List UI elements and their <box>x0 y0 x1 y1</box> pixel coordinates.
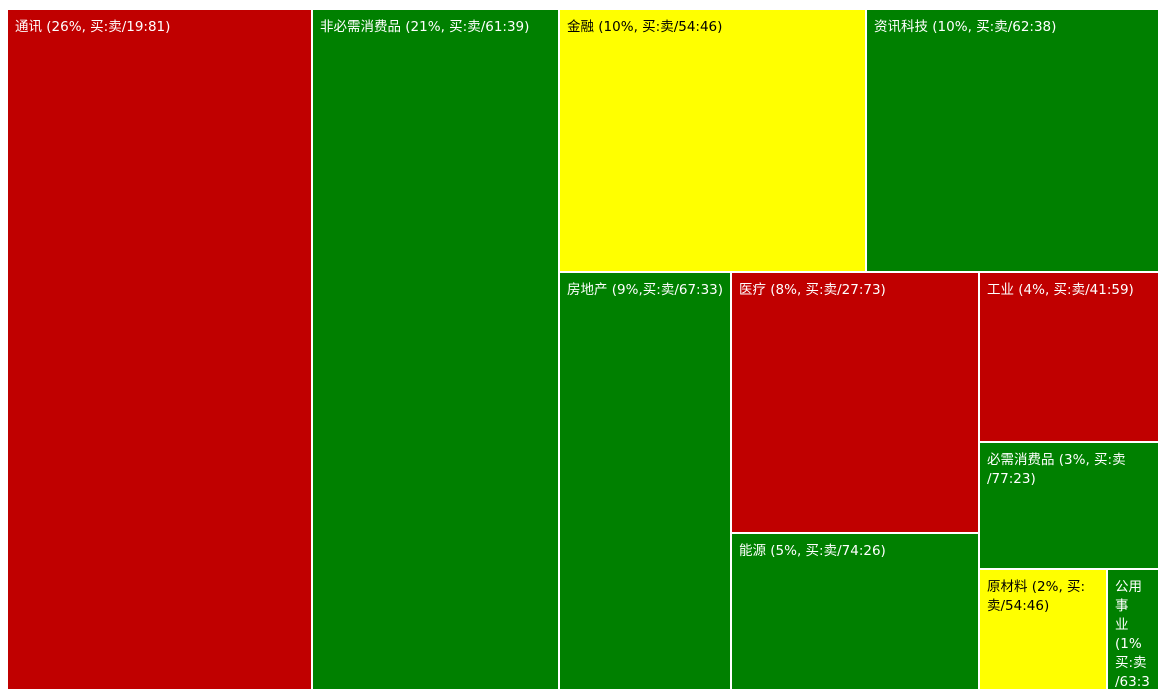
treemap-tile-label: 金融 (10%, 买:卖/54:46) <box>567 19 723 35</box>
treemap-tile-tongxun: 通讯 (26%, 买:卖/19:81) <box>8 10 313 691</box>
treemap-tile-label: 资讯科技 (10%, 买:卖/62:38) <box>874 19 1057 35</box>
treemap-tile-bixu: 必需消费品 (3%, 买:卖 /77:23) <box>980 443 1160 570</box>
treemap-tile-jinrong: 金融 (10%, 买:卖/54:46) <box>560 10 867 273</box>
treemap-tile-feibixu: 非必需消费品 (21%, 买:卖/61:39) <box>313 10 560 691</box>
treemap-tile-label: 非必需消费品 (21%, 买:卖/61:39) <box>320 19 530 35</box>
treemap-tile-label: 公用事 业 (1% 买:卖 /63:37) <box>1115 579 1150 690</box>
treemap-tile-label: 能源 (5%, 买:卖/74:26) <box>739 543 886 559</box>
treemap-tile-label: 医疗 (8%, 买:卖/27:73) <box>739 282 886 298</box>
treemap-tile-label: 必需消费品 (3%, 买:卖 /77:23) <box>987 452 1126 487</box>
treemap-tile-label: 房地产 (9%,买:卖/67:33) <box>567 282 724 298</box>
treemap-tile-nengyuan: 能源 (5%, 买:卖/74:26) <box>732 534 980 691</box>
treemap-tile-gongyong: 公用事 业 (1% 买:卖 /63:37) <box>1108 570 1160 691</box>
treemap-tile-gongye: 工业 (4%, 买:卖/41:59) <box>980 273 1160 443</box>
treemap-tile-yuancailiao: 原材料 (2%, 买: 卖/54:46) <box>980 570 1108 691</box>
treemap-tile-zixun: 资讯科技 (10%, 买:卖/62:38) <box>867 10 1160 273</box>
treemap-tile-fangdichan: 房地产 (9%,买:卖/67:33) <box>560 273 732 691</box>
treemap-tile-label: 原材料 (2%, 买: 卖/54:46) <box>987 579 1086 614</box>
treemap-tile-yiliao: 医疗 (8%, 买:卖/27:73) <box>732 273 980 534</box>
treemap-tile-label: 通讯 (26%, 买:卖/19:81) <box>15 19 171 35</box>
treemap-tile-label: 工业 (4%, 买:卖/41:59) <box>987 282 1134 298</box>
